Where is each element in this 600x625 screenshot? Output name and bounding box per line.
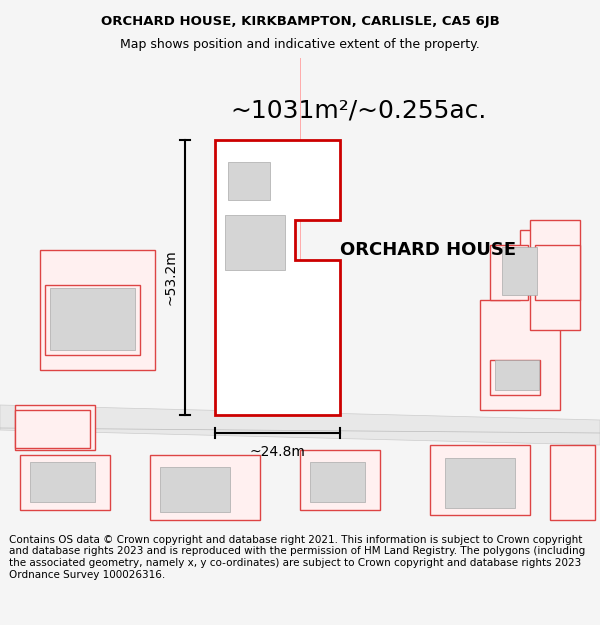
Bar: [20, 455, 110, 510]
Text: ORCHARD HOUSE: ORCHARD HOUSE: [340, 241, 516, 259]
Text: ~1031m²/~0.255ac.: ~1031m²/~0.255ac.: [230, 98, 487, 122]
Text: Contains OS data © Crown copyright and database right 2021. This information is : Contains OS data © Crown copyright and d…: [9, 535, 585, 579]
Bar: [430, 445, 530, 515]
Polygon shape: [480, 230, 560, 410]
Polygon shape: [0, 405, 600, 445]
Polygon shape: [15, 405, 95, 450]
Bar: [45, 285, 140, 355]
Text: ~24.8m: ~24.8m: [250, 445, 305, 459]
Bar: [445, 458, 515, 508]
Bar: [490, 245, 528, 300]
Bar: [160, 467, 230, 512]
Bar: [490, 360, 540, 395]
Bar: [495, 360, 539, 390]
Text: ~53.2m: ~53.2m: [163, 249, 177, 306]
Polygon shape: [40, 250, 155, 370]
Bar: [225, 215, 285, 270]
Polygon shape: [215, 140, 340, 415]
Bar: [150, 455, 260, 520]
Bar: [50, 288, 135, 350]
Text: ORCHARD HOUSE, KIRKBAMPTON, CARLISLE, CA5 6JB: ORCHARD HOUSE, KIRKBAMPTON, CARLISLE, CA…: [101, 14, 499, 28]
Polygon shape: [530, 220, 580, 330]
Bar: [30, 462, 95, 502]
Text: Map shows position and indicative extent of the property.: Map shows position and indicative extent…: [120, 38, 480, 51]
Bar: [310, 462, 365, 502]
Bar: [228, 162, 270, 200]
Bar: [15, 410, 90, 448]
Bar: [550, 445, 595, 520]
Bar: [300, 450, 380, 510]
Bar: [502, 247, 537, 295]
Bar: [535, 245, 580, 300]
